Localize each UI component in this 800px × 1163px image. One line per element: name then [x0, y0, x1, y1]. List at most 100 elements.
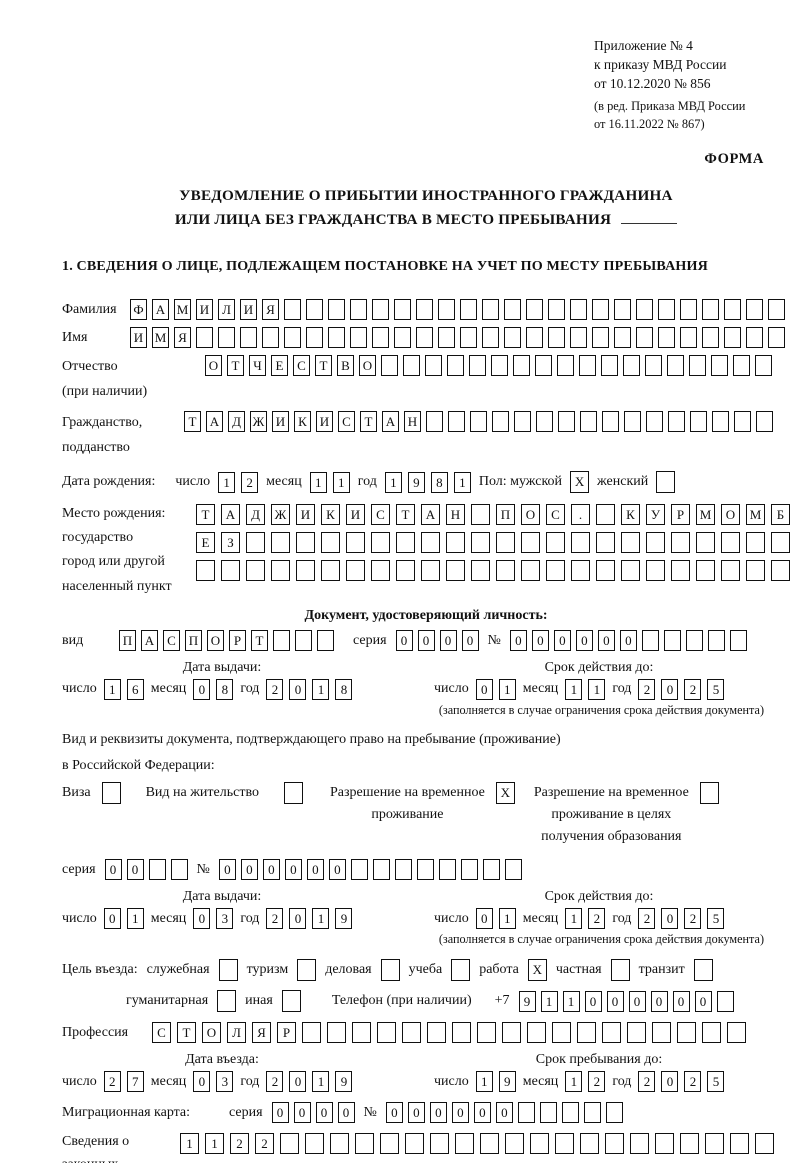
char-cell[interactable]: Ж: [271, 504, 290, 526]
char-cell[interactable]: Т: [227, 355, 244, 377]
char-cell[interactable]: 0: [553, 629, 571, 651]
char-cell[interactable]: С: [152, 1022, 171, 1044]
char-cell[interactable]: [727, 1022, 746, 1044]
char-cell[interactable]: О: [521, 504, 540, 526]
char-cell[interactable]: [371, 560, 390, 582]
char-cell[interactable]: [746, 560, 765, 582]
char-cell[interactable]: [328, 327, 345, 349]
char-cell[interactable]: [546, 560, 565, 582]
char-cell[interactable]: 0: [597, 629, 615, 651]
char-cell[interactable]: [702, 327, 719, 349]
char-cell[interactable]: 0: [628, 990, 646, 1012]
char-cell[interactable]: [746, 532, 765, 554]
char-cell[interactable]: Н: [446, 504, 465, 526]
checkbox-male[interactable]: X: [570, 471, 590, 494]
char-cell[interactable]: [421, 560, 440, 582]
char-cell[interactable]: Т: [184, 411, 201, 433]
char-cell[interactable]: 0: [126, 859, 144, 881]
char-cell[interactable]: [504, 327, 521, 349]
char-cell[interactable]: И: [272, 411, 289, 433]
char-cell[interactable]: М: [696, 504, 715, 526]
char-cell[interactable]: [416, 859, 434, 881]
char-cell[interactable]: [596, 504, 615, 526]
char-cell[interactable]: О: [205, 355, 222, 377]
char-cell[interactable]: [455, 1133, 474, 1155]
char-cell[interactable]: [517, 1102, 535, 1124]
char-cell[interactable]: Л: [218, 299, 235, 321]
char-cell[interactable]: 2: [266, 908, 284, 930]
char-cell[interactable]: [680, 1133, 699, 1155]
char-cell[interactable]: [552, 1022, 571, 1044]
char-cell[interactable]: М: [746, 504, 765, 526]
char-cell[interactable]: [430, 1133, 449, 1155]
char-cell[interactable]: П: [119, 629, 136, 651]
checkbox-purpose-other[interactable]: [281, 990, 301, 1013]
char-cell[interactable]: 0: [407, 1102, 425, 1124]
char-cell[interactable]: [658, 327, 675, 349]
char-cell[interactable]: [658, 299, 675, 321]
char-cell[interactable]: 8: [216, 678, 234, 700]
char-cell[interactable]: 2: [266, 1071, 284, 1093]
char-cell[interactable]: [394, 299, 411, 321]
char-cell[interactable]: [724, 299, 741, 321]
char-cell[interactable]: [546, 532, 565, 554]
char-cell[interactable]: [427, 1022, 446, 1044]
char-cell[interactable]: О: [207, 629, 224, 651]
char-cell[interactable]: [240, 327, 257, 349]
char-cell[interactable]: Р: [229, 629, 246, 651]
char-cell[interactable]: [221, 560, 240, 582]
char-cell[interactable]: 1: [312, 908, 330, 930]
char-cell[interactable]: [496, 560, 515, 582]
char-cell[interactable]: [246, 532, 265, 554]
char-cell[interactable]: Ф: [130, 299, 147, 321]
char-cell[interactable]: [271, 532, 290, 554]
char-cell[interactable]: [502, 1022, 521, 1044]
char-cell[interactable]: [421, 532, 440, 554]
char-cell[interactable]: 1: [180, 1133, 199, 1155]
char-cell[interactable]: [460, 859, 478, 881]
checkbox-purpose-transit[interactable]: [693, 959, 713, 982]
char-cell[interactable]: [621, 532, 640, 554]
char-cell[interactable]: [296, 532, 315, 554]
char-cell[interactable]: [305, 1133, 324, 1155]
char-cell[interactable]: [652, 1022, 671, 1044]
char-cell[interactable]: 8: [335, 678, 353, 700]
char-cell[interactable]: 5: [707, 1071, 725, 1093]
char-cell[interactable]: [702, 299, 719, 321]
char-cell[interactable]: [321, 560, 340, 582]
char-cell[interactable]: 0: [439, 629, 457, 651]
char-cell[interactable]: [548, 327, 565, 349]
char-cell[interactable]: [196, 560, 215, 582]
char-cell[interactable]: 0: [193, 678, 211, 700]
char-cell[interactable]: 1: [588, 678, 606, 700]
char-cell[interactable]: О: [202, 1022, 221, 1044]
char-cell[interactable]: 2: [103, 1071, 121, 1093]
char-cell[interactable]: [482, 327, 499, 349]
checkbox-purpose-study[interactable]: [451, 959, 471, 982]
char-cell[interactable]: [521, 560, 540, 582]
char-cell[interactable]: [262, 327, 279, 349]
char-cell[interactable]: [592, 299, 609, 321]
char-cell[interactable]: З: [221, 532, 240, 554]
char-cell[interactable]: А: [221, 504, 240, 526]
char-cell[interactable]: Я: [262, 299, 279, 321]
char-cell[interactable]: [470, 411, 487, 433]
char-cell[interactable]: [668, 411, 685, 433]
checkbox-purpose-private[interactable]: [610, 959, 630, 982]
char-cell[interactable]: [583, 1102, 601, 1124]
char-cell[interactable]: 1: [218, 471, 236, 493]
